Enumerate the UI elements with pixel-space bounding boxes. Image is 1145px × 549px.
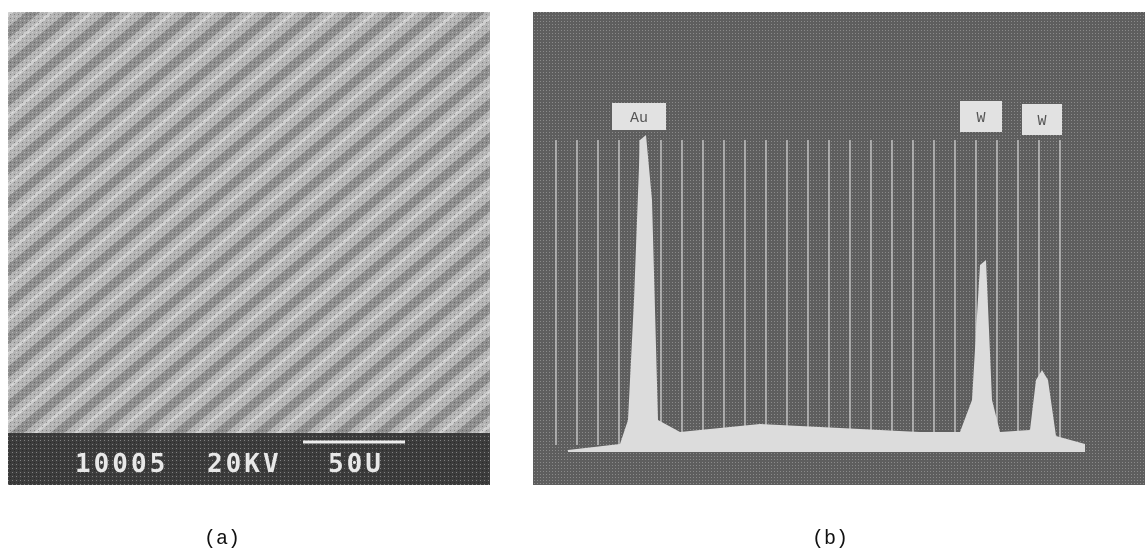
- scale-label: 50U: [328, 449, 384, 479]
- figure: 10005 20KV 50U (a) Au W W (b): [0, 0, 1145, 549]
- panel-a: 10005 20KV 50U: [8, 12, 490, 485]
- voltage: 20KV: [207, 449, 282, 479]
- sem-texture: [8, 12, 490, 485]
- magnification: 10005: [75, 449, 168, 479]
- peak-label: W: [976, 110, 985, 127]
- caption-b: (b): [812, 528, 848, 549]
- peak-label: Au: [630, 110, 648, 127]
- peak-label: W: [1037, 113, 1046, 130]
- spectrum-background: [533, 12, 1145, 485]
- panel-b: Au W W: [533, 12, 1145, 485]
- caption-a: (a): [204, 528, 240, 549]
